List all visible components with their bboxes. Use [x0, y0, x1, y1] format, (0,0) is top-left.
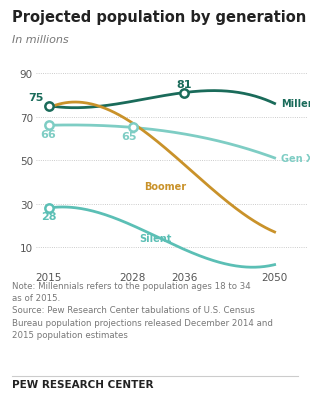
Text: 65: 65	[122, 131, 137, 141]
Text: 75: 75	[28, 93, 43, 103]
Text: Note: Millennials refers to the population ages 18 to 34
as of 2015.
Source: Pew: Note: Millennials refers to the populati…	[12, 281, 273, 339]
Text: 28: 28	[41, 212, 56, 222]
Text: PEW RESEARCH CENTER: PEW RESEARCH CENTER	[12, 379, 154, 389]
Text: In millions: In millions	[12, 34, 69, 45]
Text: Silent: Silent	[139, 234, 171, 244]
Text: Boomer: Boomer	[144, 182, 186, 192]
Text: 66: 66	[41, 129, 56, 139]
Text: Projected population by generation: Projected population by generation	[12, 10, 307, 25]
Text: Gen X: Gen X	[281, 153, 310, 164]
Text: 81: 81	[176, 80, 192, 90]
Text: Millennial: Millennial	[281, 99, 310, 109]
